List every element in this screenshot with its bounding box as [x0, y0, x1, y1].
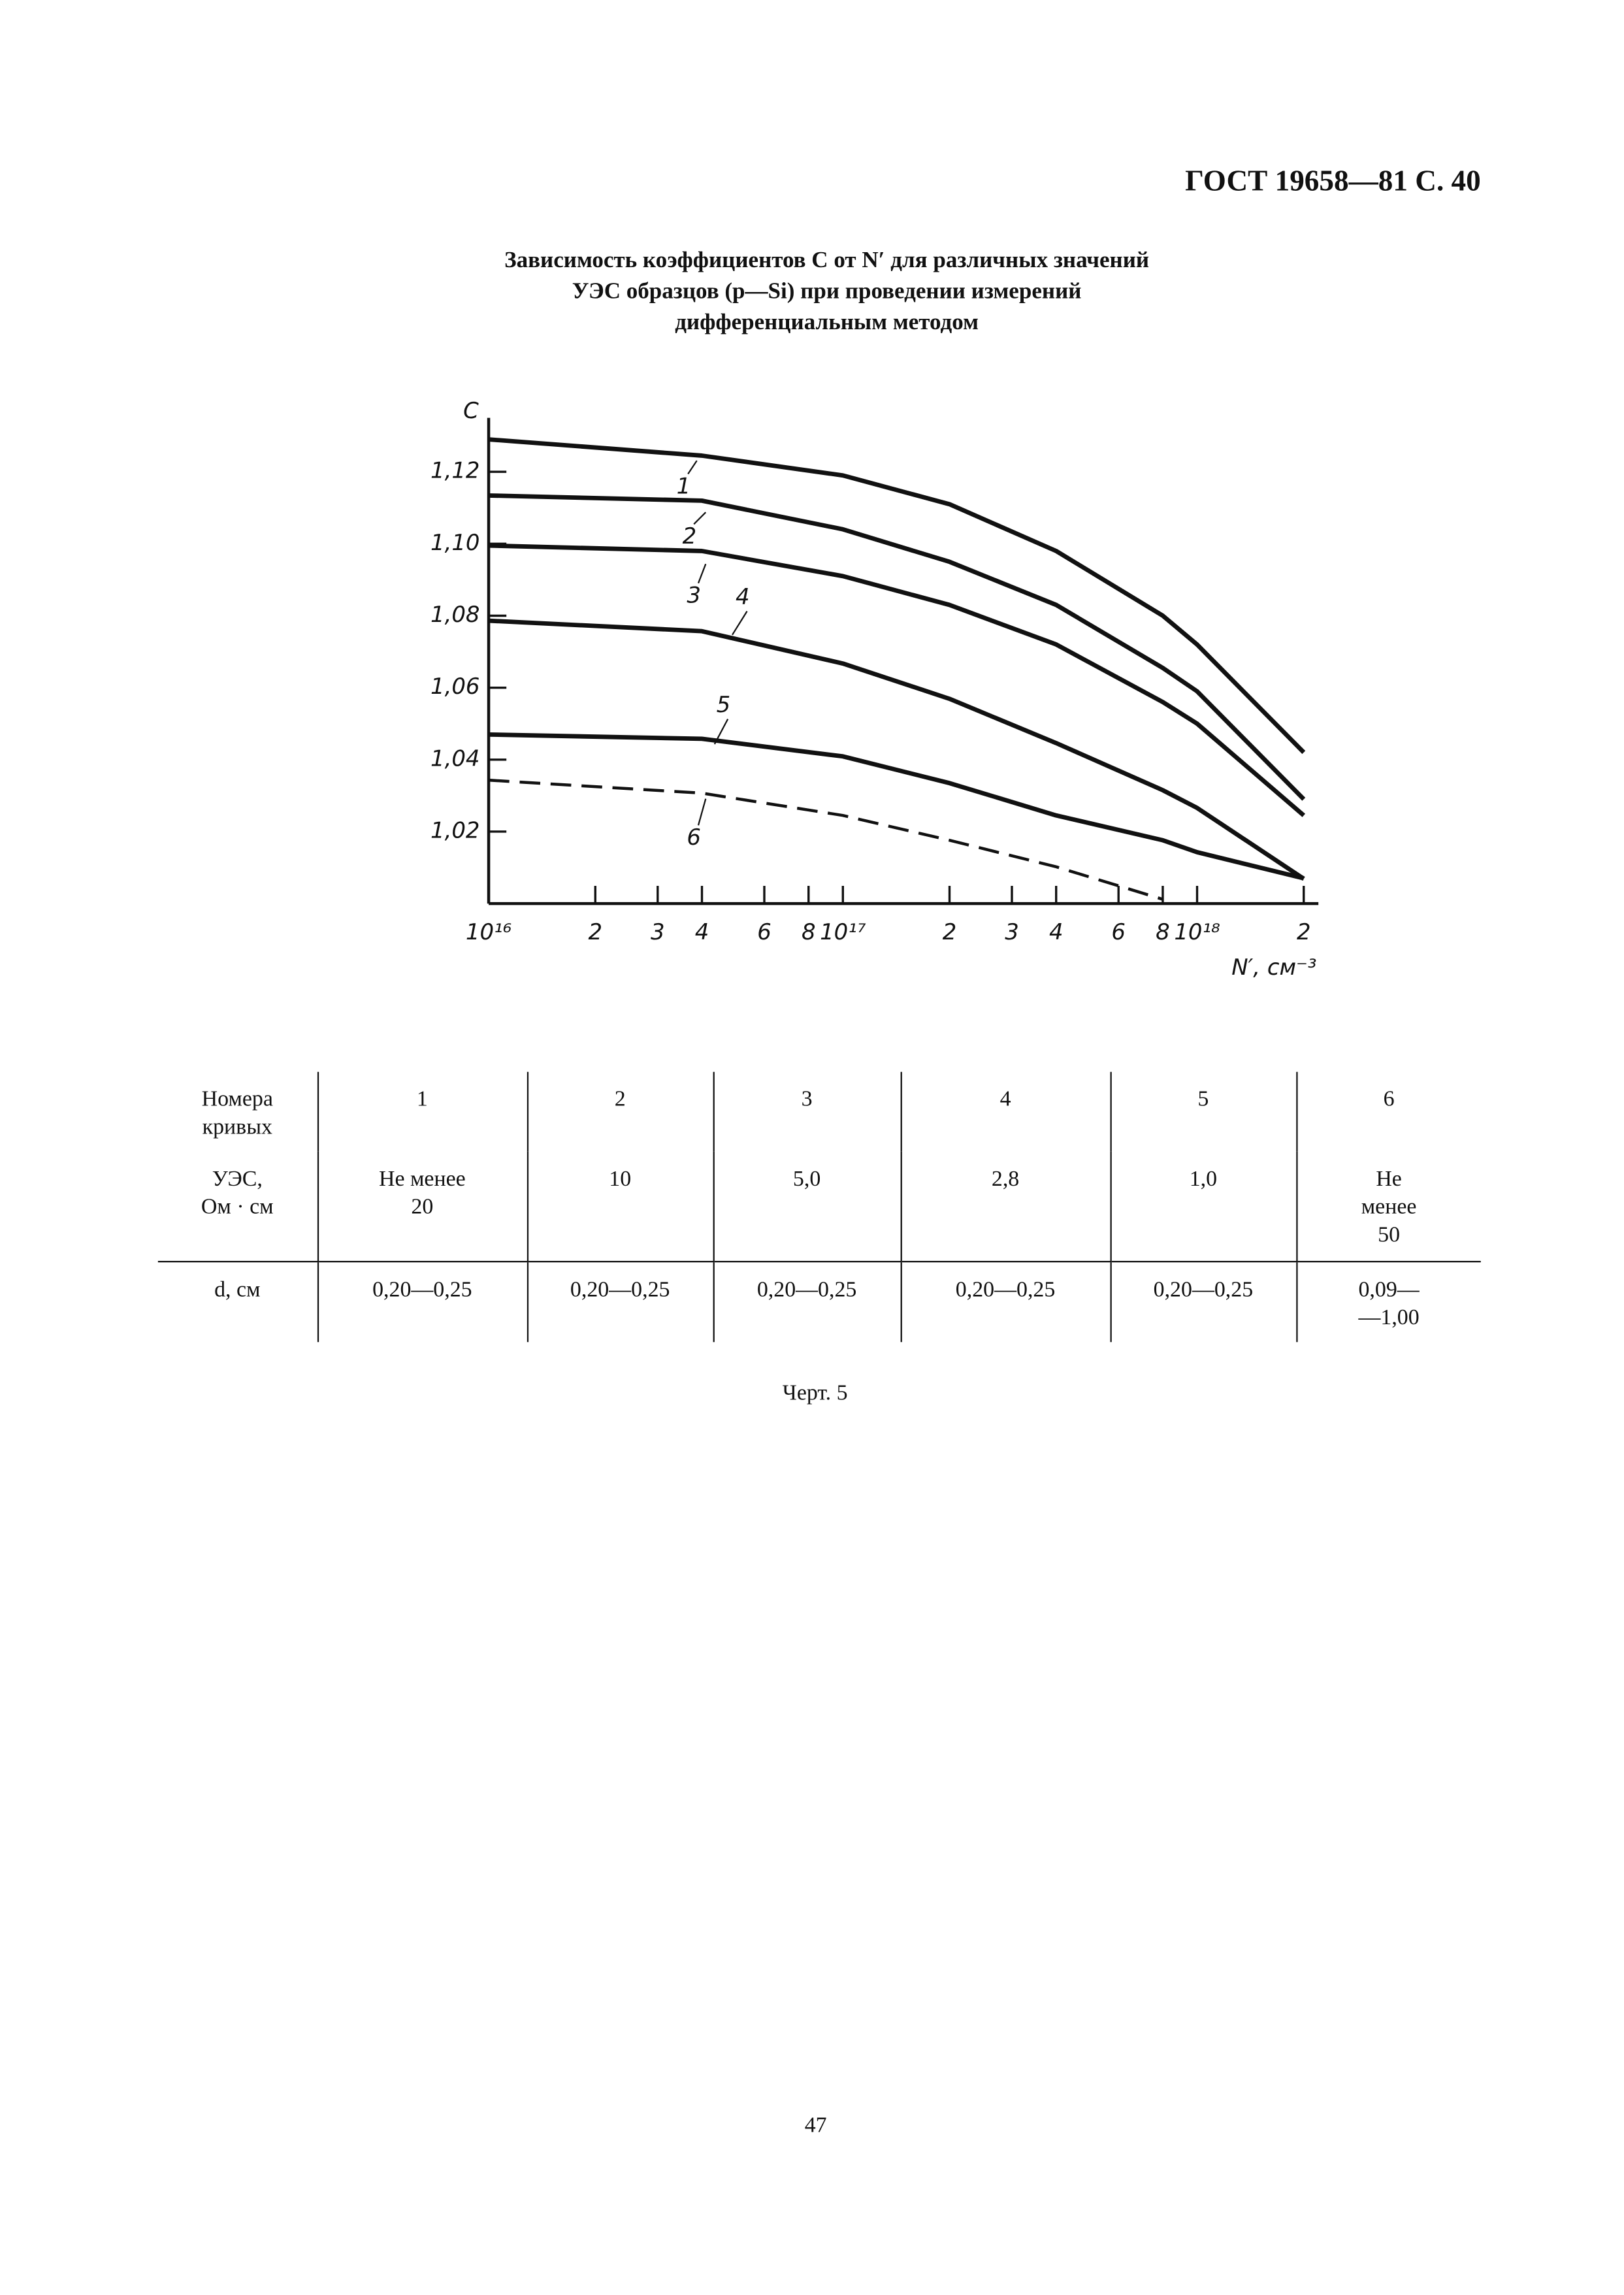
x-tick-label: 8 [1156, 919, 1170, 945]
data-table: Номера кривых 1 2 3 4 5 6 УЭС, Ом · см Не менее … [157, 1071, 1481, 1343]
table-cell: 0,20—0,25 [316, 1261, 527, 1343]
curve [488, 543, 1306, 817]
curve [488, 618, 1305, 881]
table-cell: 2 [526, 1071, 713, 1152]
x-tick-label: 6 [757, 919, 771, 945]
curve [488, 437, 1306, 755]
curve-label: 1 [677, 473, 691, 498]
table-cell: d, см [214, 1278, 261, 1303]
table-cell: 2,8 [900, 1151, 1111, 1263]
curve-label-leader [713, 719, 729, 745]
table-cell: 0,20—0,25 [526, 1261, 713, 1343]
x-tick-label: 10¹⁸ [1174, 919, 1220, 945]
curve [488, 732, 1305, 881]
y-tick-label: 1,12 [430, 458, 479, 483]
curve [488, 778, 1163, 901]
x-tick-label: 3 [651, 919, 665, 945]
table-cell: 6 [1295, 1071, 1481, 1152]
page-header: ГОСТ 19658—81 С. 40 [1185, 165, 1481, 198]
table-cell: 5 [1109, 1071, 1297, 1152]
x-tick-label: 3 [1005, 919, 1019, 945]
table-cell: 0,20—0,25 [712, 1261, 901, 1343]
table-row: d, см 0,20—0,25 0,20—0,25 0,20—0,25 0,20—0,2… [158, 1261, 1481, 1343]
y-tick-label: 1,10 [430, 530, 479, 555]
x-tick-label: 4 [1049, 919, 1064, 945]
table-cell: 4 [900, 1071, 1111, 1152]
table-cell: 0,20—0,25 [1109, 1261, 1297, 1343]
curve-label-leader [697, 563, 707, 584]
curve-label: 6 [687, 824, 701, 850]
table-row: Номера кривых 1 2 3 4 5 6 [158, 1071, 1481, 1152]
x-axis-label: N′, см⁻³ [1231, 954, 1316, 980]
curve-label: 4 [736, 584, 750, 610]
x-tick-label: 2 [589, 919, 603, 945]
curve-label: 2 [683, 523, 697, 549]
curve [488, 493, 1306, 801]
curve-label: 5 [717, 692, 731, 717]
table-cell: Не менее 20 [316, 1151, 527, 1263]
table-cell: 10 [526, 1151, 713, 1263]
y-tick-label: 1,08 [430, 602, 479, 627]
table-row: УЭС, Ом · см Не менее 20 10 5,0 2,8 1,0 Не мен… [157, 1151, 1481, 1263]
x-tick-label: 4 [695, 919, 709, 945]
y-tick-label: 1,04 [430, 745, 479, 771]
chart-title: Зависимость коэффициентов C от N′ для ра… [504, 248, 1150, 336]
page-number: 47 [804, 2114, 827, 2138]
table-cell: 0,20—0,25 [900, 1261, 1111, 1343]
x-tick-label: 6 [1111, 919, 1126, 945]
table-cell: 1 [316, 1071, 527, 1152]
curve-label: 3 [687, 583, 701, 608]
y-tick-label: 1,02 [430, 817, 479, 843]
x-tick-label: 8 [802, 919, 816, 945]
curve-label-leader [687, 460, 698, 475]
table-cell: 0,09— —1,00 [1295, 1261, 1481, 1343]
y-axis-label: C [463, 398, 479, 423]
x-tick-label: 2 [1297, 919, 1311, 945]
curve-label-leader [697, 798, 707, 826]
x-tick-label: 10¹⁶ [466, 919, 512, 945]
curve-label-leader [693, 512, 707, 525]
table-cell: 1,0 [1109, 1151, 1297, 1263]
table-cell: 5,0 [712, 1151, 901, 1263]
x-tick-label: 10¹⁷ [820, 919, 866, 945]
y-tick-label: 1,06 [430, 674, 479, 699]
table-cell: УЭС, Ом · см [157, 1151, 317, 1263]
figure-caption: Черт. 5 [782, 1382, 848, 1406]
table-cell: Номера кривых [201, 1088, 273, 1140]
chart: C N′, см⁻³ 1,02 1,04 1,06 1,08 1,10 1,12 10¹⁶ 2 3 4… [430, 398, 1319, 980]
curve-label-leader [732, 611, 748, 636]
x-tick-label: 2 [943, 919, 957, 945]
table-cell: 3 [712, 1071, 901, 1152]
table-cell: Не менее 50 [1295, 1151, 1481, 1263]
